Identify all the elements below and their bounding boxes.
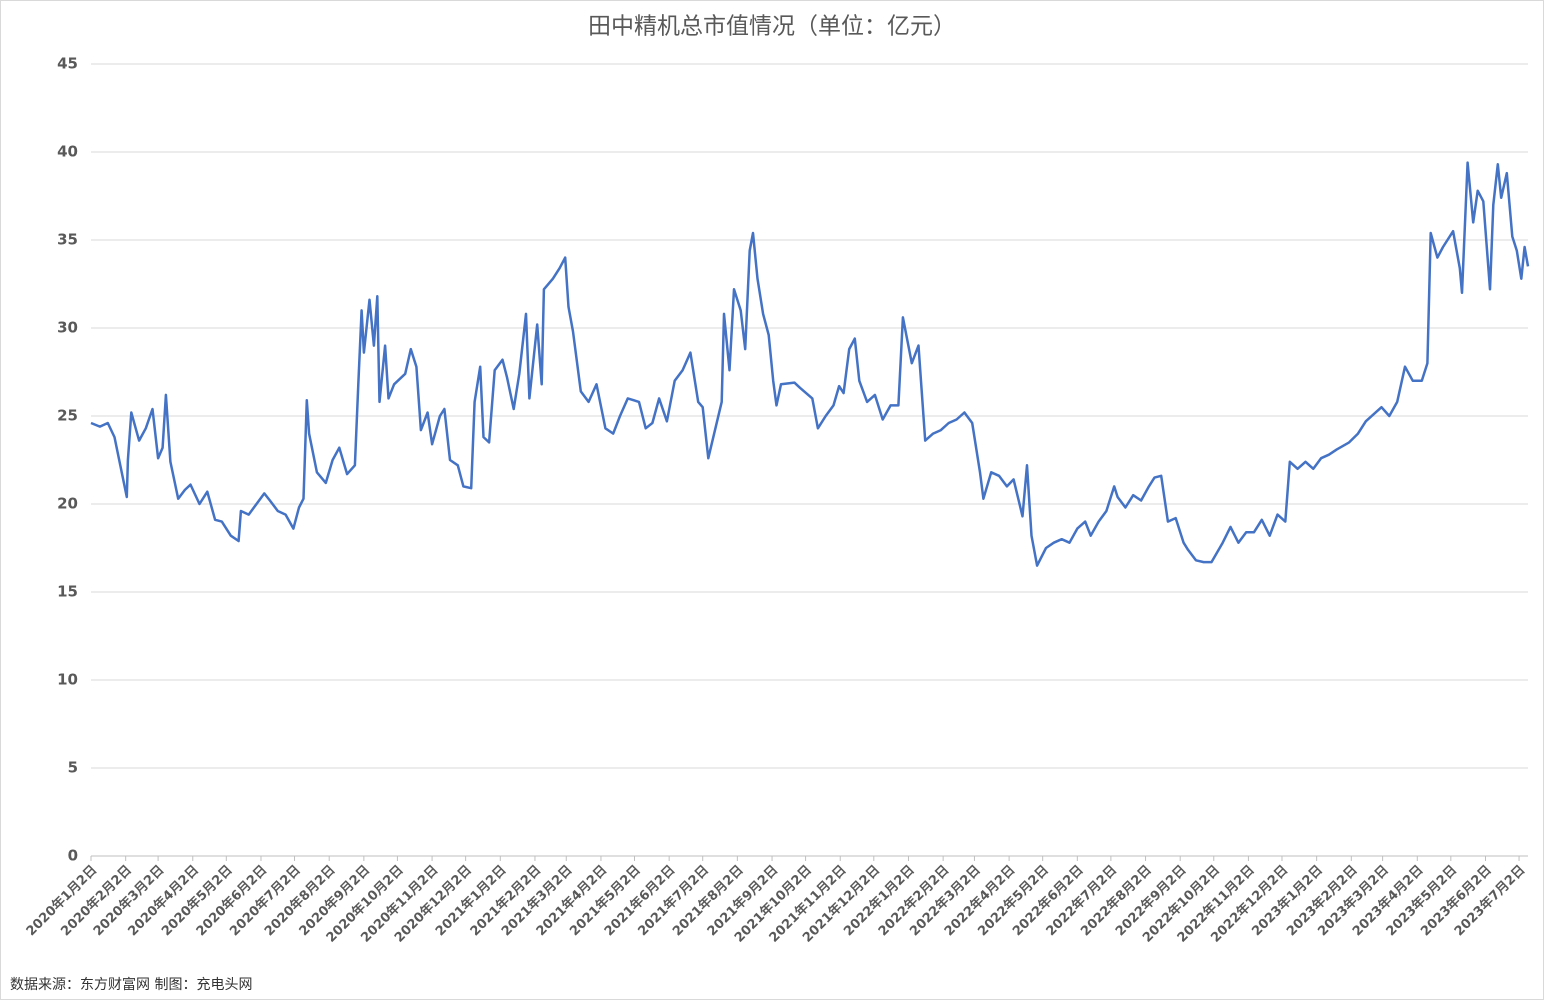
- y-tick-label: 5: [68, 759, 78, 777]
- data-line: [90, 161, 1530, 567]
- y-tick-label: 0: [68, 847, 78, 865]
- y-tick-label: 30: [57, 319, 78, 337]
- y-tick-label: 45: [57, 55, 78, 73]
- source-note: 数据来源：东方财富网 制图：充电头网: [10, 976, 252, 993]
- y-tick-label: 15: [57, 583, 78, 601]
- chart-title: 田中精机总市值情况（单位：亿元）: [588, 14, 956, 40]
- y-tick-label: 35: [57, 231, 78, 249]
- y-tick-label: 25: [57, 407, 78, 425]
- y-tick-label: 40: [57, 143, 78, 161]
- y-tick-label: 10: [57, 671, 78, 689]
- y-tick-label: 20: [57, 495, 78, 513]
